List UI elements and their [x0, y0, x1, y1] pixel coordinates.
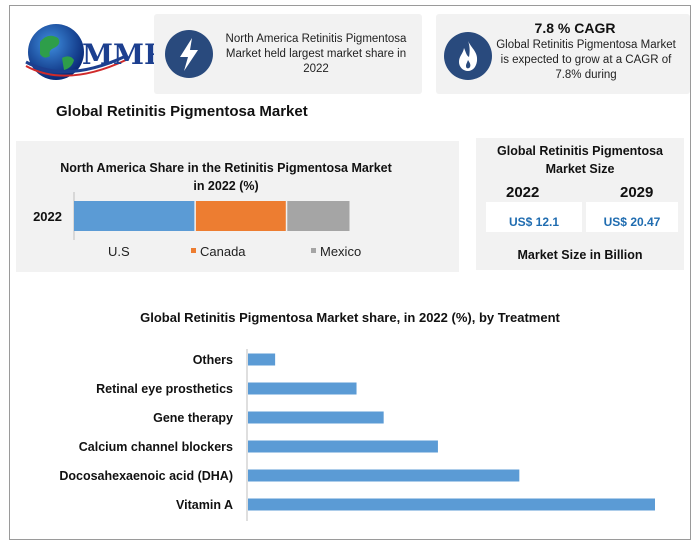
market-size-unit: Market Size in Billion [517, 248, 643, 262]
bar-docosahexaenoic-acid-dha [248, 469, 520, 482]
globe-icon [25, 24, 127, 80]
legend-swatch [311, 248, 316, 253]
highlight-text: Global Retinitis Pigmentosa Market is ex… [496, 39, 676, 81]
bar-segment-mexico [287, 201, 350, 231]
category-label: Gene therapy [153, 411, 233, 425]
lightning-icon [165, 30, 213, 78]
cagr-title: 7.8 % CAGR [534, 20, 616, 36]
bar-calcium-channel-blockers [248, 440, 438, 453]
year-label: 2029 [620, 184, 654, 201]
bar-vitamin-a [248, 498, 655, 511]
category-label: Docosahexaenoic acid (DHA) [59, 469, 233, 483]
legend-swatch [191, 248, 196, 253]
bar-retinal-eye-prosthetics [248, 382, 357, 395]
highlight-card-cagr: 7.8 % CAGR Global Retinitis Pigmentosa M… [436, 14, 690, 94]
flame-icon [444, 32, 492, 80]
chart-title: North America Share in the Retinitis Pig… [60, 161, 392, 193]
year-label: 2022 [506, 184, 540, 201]
market-value: US$ 20.47 [586, 202, 678, 232]
category-label: Calcium channel blockers [79, 440, 233, 454]
chart-title: Global Retinitis Pigmentosa Market share… [140, 310, 560, 325]
legend-label: U.S [108, 244, 130, 259]
legend-label: Mexico [320, 244, 361, 259]
highlight-card-region: North America Retinitis Pigmentosa Marke… [154, 14, 422, 94]
market-size-panel: Global Retinitis Pigmentosa Market Size … [476, 138, 684, 270]
highlight-text: North America Retinitis Pigmentosa Marke… [225, 33, 407, 75]
market-size-title: Global Retinitis Pigmentosa Market Size [497, 144, 663, 176]
legend-label: Canada [200, 244, 246, 259]
mmr-logo [22, 14, 152, 94]
category-label: Vitamin A [176, 498, 233, 512]
bar-others [248, 353, 276, 366]
bar-gene-therapy [248, 411, 384, 424]
category-label: 2022 [33, 209, 62, 224]
market-value: US$ 12.1 [486, 202, 582, 232]
bar-segment-us [74, 201, 195, 231]
page-title: Global Retinitis Pigmentosa Market [56, 103, 308, 120]
category-label: Retinal eye prosthetics [96, 382, 233, 396]
bar-segment-canada [195, 201, 286, 231]
category-label: Others [193, 353, 233, 367]
logo-text: MMR [82, 38, 168, 71]
